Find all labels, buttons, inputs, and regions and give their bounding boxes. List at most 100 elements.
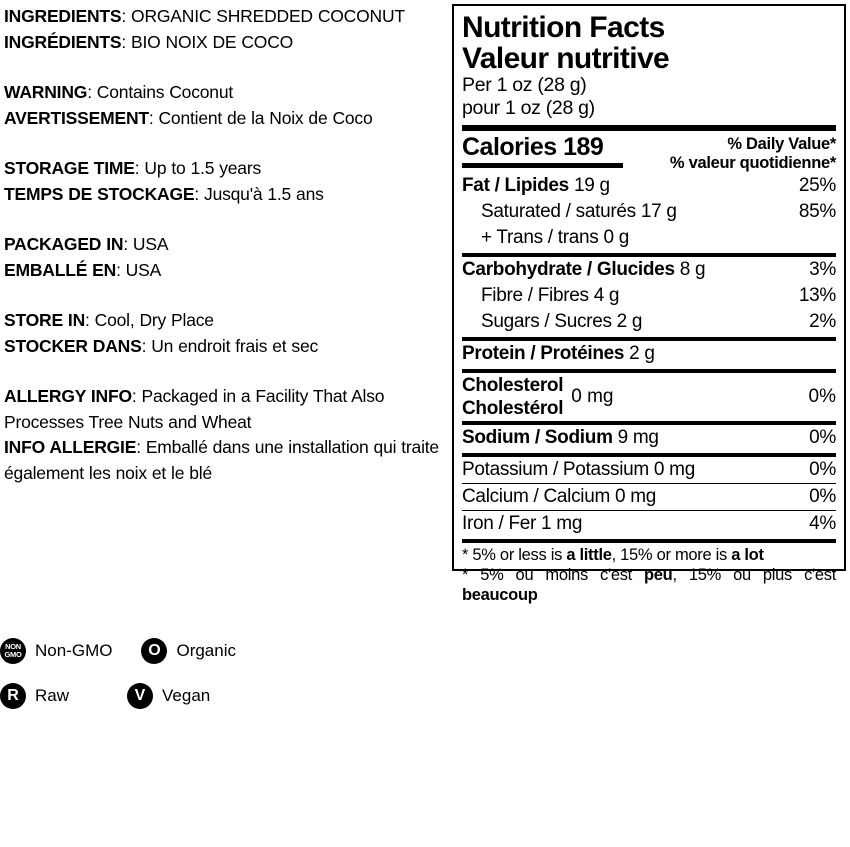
store-in-value-en: : Cool, Dry Place — [85, 310, 214, 330]
vegan-icon-text: V — [134, 686, 146, 704]
row-potassium-name: Potassium / Potassium 0 mg — [462, 459, 695, 480]
row-sugars: Sugars / Sucres 2 g 2% — [462, 309, 836, 335]
vegan-icon: V — [127, 682, 154, 709]
allergy-info-label-en: ALLERGY INFO — [4, 386, 132, 406]
allergy-info-line-fr: INFO ALLERGIE: Emballé dans une installa… — [4, 435, 444, 486]
rule-above-calcium — [462, 483, 836, 484]
store-in-line-en: STORE IN: Cool, Dry Place — [4, 308, 444, 334]
storage-time-value-en: : Up to 1.5 years — [134, 158, 261, 178]
raw-icon-text: R — [7, 686, 19, 704]
serving-size-en: Per 1 oz (28 g) — [462, 74, 587, 96]
row-sodium-dv: 0% — [809, 427, 836, 448]
warning-block: WARNING: Contains Coconut AVERTISSEMENT:… — [4, 80, 444, 131]
rule-above-calories — [462, 125, 836, 131]
badge-raw: R Raw — [0, 682, 70, 709]
daily-value-header-fr: % valeur quotidienne* — [669, 154, 836, 172]
row-fat-dv: 25% — [798, 175, 836, 196]
row-sodium: Sodium / Sodium 9 mg 0% — [462, 425, 836, 451]
storage-time-label-en: STORAGE TIME — [4, 158, 135, 178]
storage-time-label-fr: TEMPS DE STOCKAGE — [4, 183, 195, 204]
badge-organic: O Organic — [141, 637, 236, 664]
storage-time-line-en: STORAGE TIME: Up to 1.5 years — [4, 156, 444, 182]
row-fibre-name: Fibre / Fibres 4 g — [481, 285, 620, 306]
allergy-info-value-en: : Packaged in a Facility That Also Proce… — [4, 386, 385, 432]
row-saturated: Saturated / saturés 17 g 85% — [462, 199, 836, 225]
serving-size-fr: pour 1 oz (28 g) — [462, 97, 595, 119]
row-cholesterol-name: Cholesterol Cholestérol — [462, 374, 564, 420]
storage-time-line-fr: TEMPS DE STOCKAGE: Jusqu'à 1.5 ans — [4, 182, 444, 208]
storage-time-block: STORAGE TIME: Up to 1.5 years TEMPS DE S… — [4, 156, 444, 207]
row-trans-name: + Trans / trans 0 g — [481, 227, 629, 248]
row-trans: + Trans / trans 0 g — [462, 225, 836, 251]
rule-above-carbohydrate — [462, 253, 836, 257]
ingredients-value-fr: : BIO NOIX DE COCO — [121, 31, 294, 52]
allergy-info-label-fr: INFO ALLERGIE — [4, 437, 137, 457]
non-gmo-icon: NON GMO — [0, 637, 26, 664]
badge-row-2: R Raw V Vegan — [0, 673, 300, 718]
rule-above-footnote — [462, 539, 836, 543]
calories-band: Calories 189 % Daily Value* % valeur quo… — [462, 131, 836, 173]
ingredients-label-en: INGREDIENTS — [4, 6, 122, 26]
row-cholesterol-dv: 0% — [808, 386, 836, 407]
ingredients-line-en: INGREDIENTS: ORGANIC SHREDDED COCONUT — [4, 4, 444, 30]
row-cholesterol-amount: 0 mg — [571, 386, 614, 407]
packaged-in-line-en: PACKAGED IN: USA — [4, 232, 444, 258]
allergy-info-value-fr: : Emballé dans une installation qui trai… — [4, 437, 439, 483]
daily-value-header: % Daily Value* % valeur quotidienne* — [623, 133, 836, 173]
daily-value-footnote: * 5% or less is a little, 15% or more is… — [462, 543, 836, 605]
product-info-column: INGREDIENTS: ORGANIC SHREDDED COCONUT IN… — [0, 0, 448, 511]
row-saturated-dv: 85% — [798, 201, 836, 222]
packaged-in-value-fr: : USA — [116, 259, 162, 280]
row-carbohydrate-dv: 3% — [809, 259, 836, 280]
row-cholesterol: Cholesterol Cholestérol 0 mg 0% — [462, 373, 836, 421]
footnote-line-en: * 5% or less is a little, 15% or more is… — [462, 546, 764, 564]
ingredients-value-en: : ORGANIC SHREDDED COCONUT — [121, 6, 405, 26]
packaged-in-block: PACKAGED IN: USA EMBALLÉ EN: USA — [4, 232, 444, 283]
badge-non-gmo: NON GMO Non-GMO — [0, 637, 113, 664]
row-fibre-dv: 13% — [798, 285, 836, 306]
calories-underline — [462, 163, 623, 168]
row-carbohydrate: Carbohydrate / Glucides 8 g 3% — [462, 257, 836, 283]
warning-label-fr: AVERTISSEMENT — [4, 107, 149, 128]
raw-icon: R — [0, 682, 26, 709]
row-calcium-dv: 0% — [809, 486, 836, 507]
badge-label-raw: Raw — [35, 685, 70, 705]
nutrition-title-fr: Valeur nutritive — [462, 42, 670, 75]
warning-line-en: WARNING: Contains Coconut — [4, 80, 444, 106]
row-protein-name: Protein / Protéines 2 g — [462, 343, 655, 364]
certification-badges: NON GMO Non-GMO O Organic R Raw — [0, 628, 300, 718]
store-in-value-fr: : Un endroit frais et sec — [141, 335, 319, 356]
row-sugars-name: Sugars / Sucres 2 g — [481, 311, 643, 332]
warning-label-en: WARNING — [4, 82, 88, 102]
store-in-label-fr: STOCKER DANS — [4, 335, 142, 356]
row-protein: Protein / Protéines 2 g — [462, 341, 836, 367]
store-in-label-en: STORE IN — [4, 310, 86, 330]
ingredients-block: INGREDIENTS: ORGANIC SHREDDED COCONUT IN… — [4, 4, 444, 55]
row-sugars-dv: 2% — [809, 311, 836, 332]
calories-group: Calories 189 — [462, 133, 623, 168]
rule-above-protein — [462, 337, 836, 341]
allergy-info-block: ALLERGY INFO: Packaged in a Facility Tha… — [4, 384, 444, 486]
badge-label-non-gmo: Non-GMO — [35, 640, 113, 660]
nutrition-facts-panel: Nutrition Facts Valeur nutritive Per 1 o… — [452, 4, 846, 604]
row-sodium-name: Sodium / Sodium 9 mg — [462, 427, 659, 448]
store-in-block: STORE IN: Cool, Dry Place STOCKER DANS: … — [4, 308, 444, 359]
nutrition-title-en: Nutrition Facts — [462, 11, 665, 44]
store-in-line-fr: STOCKER DANS: Un endroit frais et sec — [4, 334, 444, 360]
warning-value-en: : Contains Coconut — [87, 82, 234, 102]
footnote-line-fr-cont: beaucoup — [462, 586, 538, 604]
footnote-line-fr: * 5% ou moins c'est peu, 15% ou plus c'e… — [462, 566, 836, 584]
packaged-in-label-en: PACKAGED IN — [4, 234, 124, 254]
ingredients-line-fr: INGRÉDIENTS: BIO NOIX DE COCO — [4, 30, 444, 56]
row-saturated-name: Saturated / saturés 17 g — [481, 201, 677, 222]
row-iron-dv: 4% — [809, 513, 836, 534]
packaged-in-line-fr: EMBALLÉ EN: USA — [4, 258, 444, 284]
row-fibre: Fibre / Fibres 4 g 13% — [462, 283, 836, 309]
rule-above-sodium — [462, 421, 836, 425]
ingredients-label-fr: INGRÉDIENTS — [4, 31, 122, 52]
row-calcium: Calcium / Calcium 0 mg 0% — [462, 484, 836, 510]
storage-time-value-fr: : Jusqu'à 1.5 ans — [194, 183, 324, 204]
non-gmo-icon-text: NON GMO — [4, 641, 22, 659]
row-carbohydrate-name: Carbohydrate / Glucides 8 g — [462, 259, 706, 280]
calories-value: Calories 189 — [462, 133, 604, 161]
